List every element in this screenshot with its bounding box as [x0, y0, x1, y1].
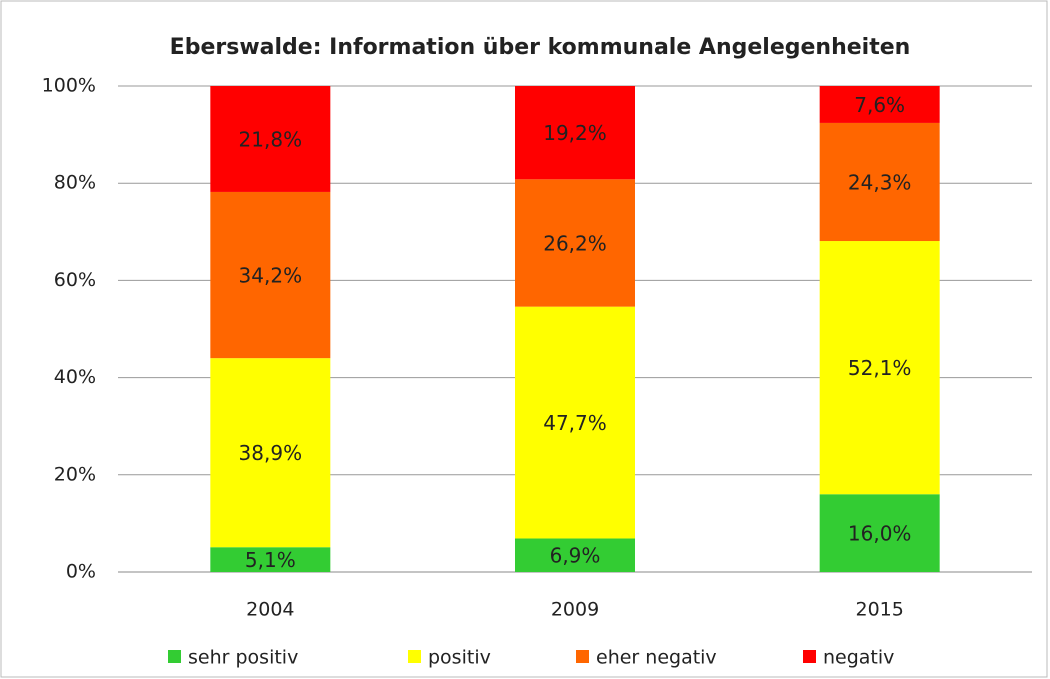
x-tick-label: 2015: [855, 599, 903, 621]
y-tick-label: 20%: [54, 463, 96, 485]
y-tick-label: 40%: [54, 366, 96, 388]
data-label: 21,8%: [239, 127, 303, 151]
bar-segment: [819, 494, 940, 572]
y-tick-label: 100%: [42, 75, 96, 97]
bar-segment: [515, 179, 635, 307]
bar-segment: [210, 358, 331, 548]
data-label: 34,2%: [239, 264, 303, 288]
data-label: 7,6%: [854, 93, 905, 117]
y-tick-label: 80%: [54, 172, 96, 194]
legend-label: sehr positiv: [188, 647, 298, 669]
bar-segment: [819, 86, 940, 123]
data-label: 19,2%: [543, 121, 607, 145]
legend-marker: [408, 650, 421, 663]
bar-segment: [210, 191, 331, 359]
bar-segment: [515, 86, 635, 180]
bar-segment: [819, 122, 940, 242]
legend-label: negativ: [823, 647, 894, 669]
legend-label: eher negativ: [596, 647, 717, 669]
data-label: 16,0%: [848, 522, 912, 546]
x-tick-label: 2009: [551, 599, 599, 621]
y-tick-label: 60%: [54, 269, 96, 291]
bar-segment: [210, 547, 331, 572]
data-label: 6,9%: [550, 544, 601, 568]
data-label: 38,9%: [239, 441, 303, 465]
bar-segment: [819, 241, 940, 495]
y-tick-label: 0%: [66, 561, 96, 583]
legend-marker: [803, 650, 816, 663]
legend-marker: [168, 650, 181, 663]
legend-marker: [576, 650, 589, 663]
data-label: 26,2%: [543, 231, 607, 255]
bar-segment: [515, 306, 635, 539]
x-tick-label: 2004: [246, 599, 294, 621]
bar-segment: [515, 538, 635, 572]
data-label: 24,3%: [848, 170, 912, 194]
data-label: 52,1%: [848, 356, 912, 380]
bar-segment: [210, 86, 331, 192]
data-label: 5,1%: [245, 548, 296, 572]
legend-label: positiv: [428, 647, 491, 669]
chart-title: Eberswalde: Information über kommunale A…: [170, 35, 911, 60]
data-label: 47,7%: [543, 411, 607, 435]
